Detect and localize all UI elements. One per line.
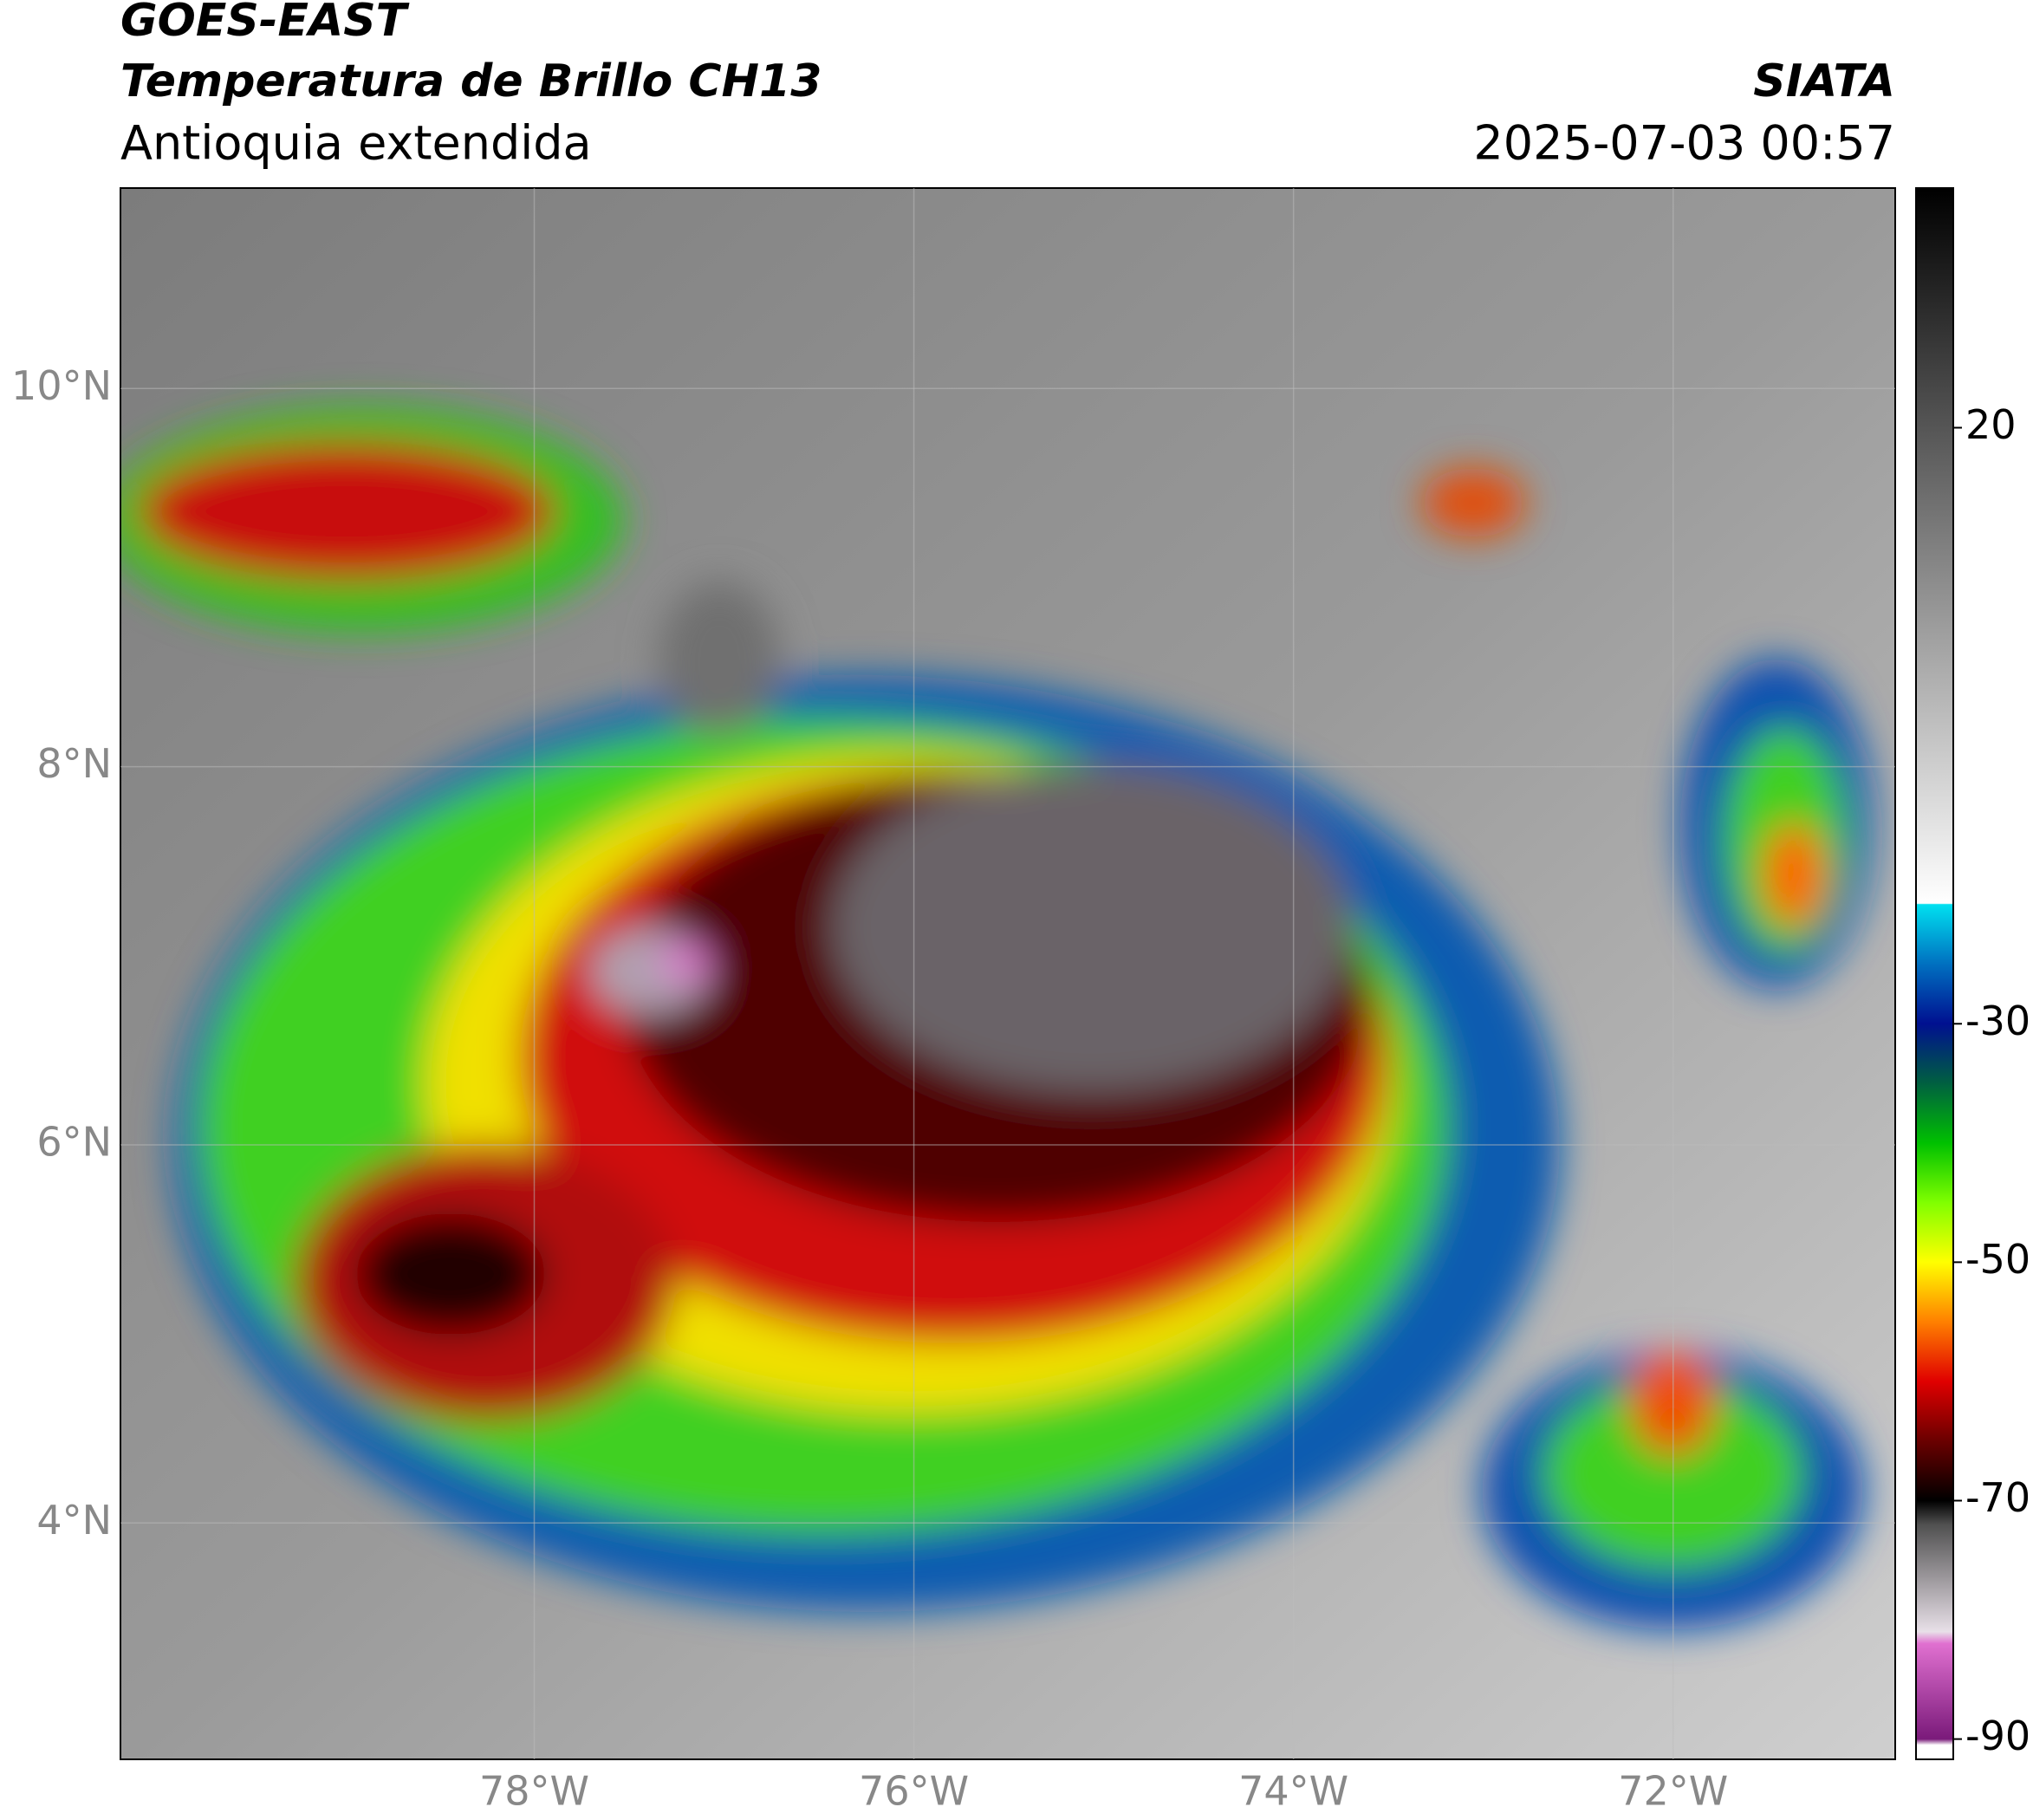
colorbar-tick-label: -90 [1965, 1713, 2030, 1759]
x-tick-label: 78°W [479, 1768, 589, 1815]
x-tick-label: 76°W [859, 1768, 969, 1815]
timestamp: 2025-07-03 00:57 [1473, 116, 1895, 171]
subtitle: Temperatura de Brillo CH13 [120, 55, 822, 107]
colorbar-tick-label: -70 [1965, 1474, 2030, 1521]
colorbar-tick-label: -30 [1965, 998, 2030, 1044]
y-tick-label: 8°N [36, 740, 112, 787]
y-tick-label: 6°N [36, 1118, 112, 1165]
colorbar [1915, 187, 1954, 1760]
blob [139, 442, 555, 581]
colorbar-tick-label: -50 [1965, 1236, 2030, 1283]
organization: SIATA [1753, 55, 1895, 107]
cloud-blobs [120, 407, 1872, 1629]
blob [832, 763, 1352, 1092]
x-tick-label: 72°W [1618, 1768, 1728, 1815]
map-frame [120, 187, 1896, 1760]
y-tick-label: 4°N [36, 1497, 112, 1544]
blob [659, 945, 711, 979]
blob [355, 1213, 546, 1335]
region: Antioquia extendida [120, 116, 592, 171]
title: GOES-EAST [120, 0, 410, 47]
blob [1421, 468, 1525, 537]
blob [1763, 823, 1824, 927]
imagery [120, 188, 1895, 1759]
x-tick-label: 74°W [1238, 1768, 1348, 1815]
y-tick-label: 10°N [11, 362, 112, 409]
colorbar-tick-label: 20 [1965, 401, 2017, 448]
blob [659, 581, 780, 737]
